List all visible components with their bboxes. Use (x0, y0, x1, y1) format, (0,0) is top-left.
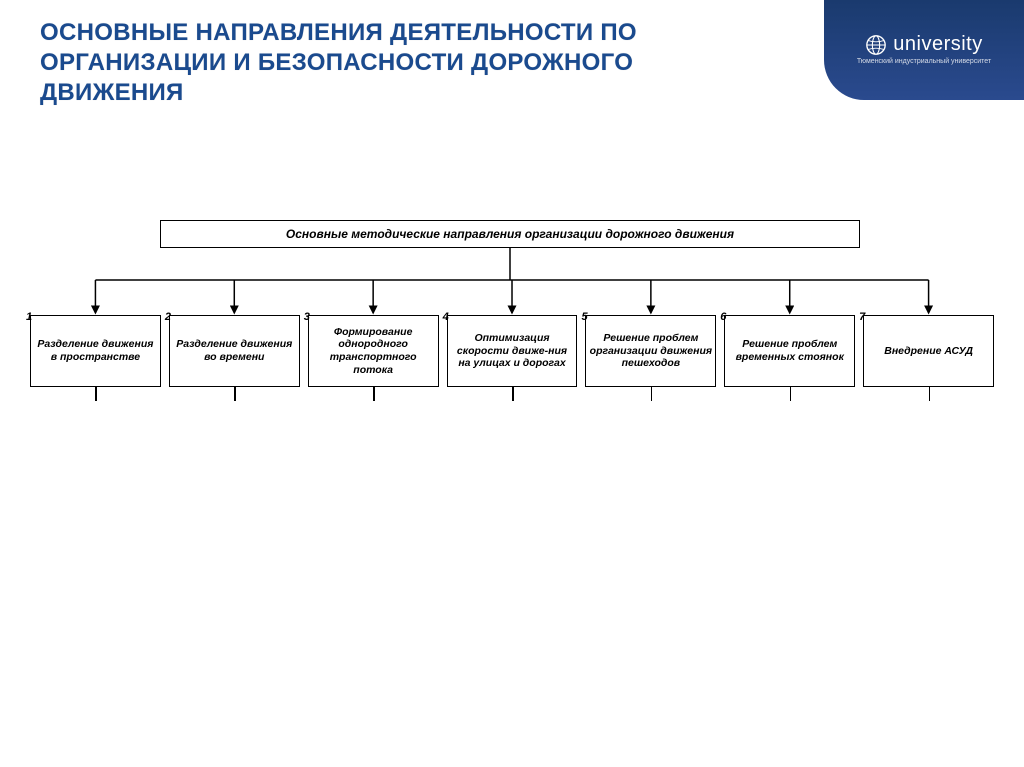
university-subtitle: Тюменский индустриальный университет (857, 58, 991, 66)
page-title: ОСНОВНЫЕ НАПРАВЛЕНИЯ ДЕЯТЕЛЬНОСТИ ПО ОРГ… (40, 18, 760, 108)
diagram-child-number: 2 (165, 311, 171, 323)
diagram-child-number: 3 (304, 311, 310, 323)
diagram-child-cell: 4Оптимизация скорости движе-ния на улица… (447, 315, 578, 387)
diagram-child-cell: 3Формирование однородного транспортного … (308, 315, 439, 387)
diagram-child-box: Разделение движения в пространстве (30, 315, 161, 387)
diagram-child-box: Решение проблем организации движения пеш… (585, 315, 716, 387)
diagram-root-box: Основные методические направления органи… (160, 220, 860, 248)
diagram-bottom-stub (95, 387, 97, 401)
university-logo-row: university (865, 33, 982, 56)
diagram-child-box: Формирование однородного транспортного п… (308, 315, 439, 387)
diagram-child-box: Внедрение АСУД (863, 315, 994, 387)
diagram-bottom-stub (234, 387, 236, 401)
diagram-child-box: Разделение движения во времени (169, 315, 300, 387)
diagram-child-cell: 1Разделение движения в пространстве (30, 315, 161, 387)
diagram-child-cell: 5Решение проблем организации движения пе… (585, 315, 716, 387)
globe-icon (865, 34, 887, 56)
diagram-child-number: 5 (581, 311, 587, 323)
diagram-child-number: 7 (859, 311, 865, 323)
diagram-child-number: 6 (720, 311, 726, 323)
org-diagram: Основные методические направления органи… (30, 220, 994, 420)
diagram-child-box: Решение проблем временных стоянок (724, 315, 855, 387)
university-name: university (893, 33, 982, 56)
diagram-child-cell: 6Решение проблем временных стоянок (724, 315, 855, 387)
diagram-child-number: 4 (443, 311, 449, 323)
diagram-bottom-stub (512, 387, 514, 401)
diagram-bottom-stub (373, 387, 375, 401)
diagram-child-cell: 2Разделение движения во времени (169, 315, 300, 387)
diagram-bottom-stub (651, 387, 653, 401)
diagram-child-row: 1Разделение движения в пространстве2Разд… (30, 315, 994, 387)
diagram-bottom-stub (929, 387, 931, 401)
diagram-bottom-stub (790, 387, 792, 401)
diagram-child-number: 1 (26, 311, 32, 323)
university-banner: university Тюменский индустриальный унив… (824, 0, 1024, 100)
diagram-child-cell: 7Внедрение АСУД (863, 315, 994, 387)
diagram-child-box: Оптимизация скорости движе-ния на улицах… (447, 315, 578, 387)
